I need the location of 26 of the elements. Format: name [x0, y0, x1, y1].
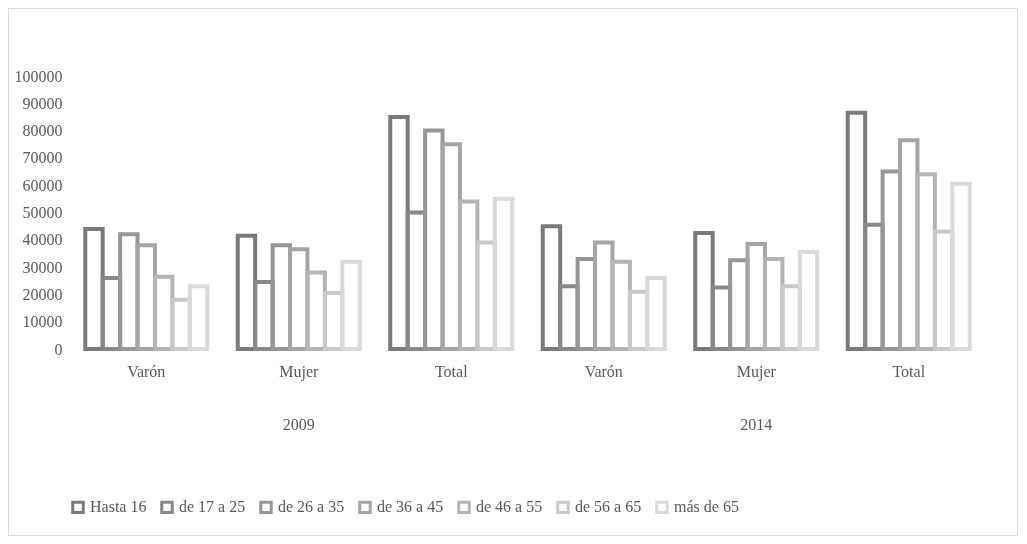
x-tick-label: Varón: [127, 362, 166, 380]
legend-label: de 36 a 45: [377, 498, 444, 516]
x-tick-label: Varón: [584, 362, 623, 380]
y-tick-label: 0: [54, 340, 63, 358]
legend-label: de 46 a 55: [476, 498, 543, 516]
y-tick-label: 100000: [14, 67, 63, 85]
legend-label: de 56 a 65: [575, 498, 642, 516]
text: 2014: [740, 416, 773, 433]
y-tick-label: 30000: [22, 258, 63, 276]
x-tick-label: Total: [892, 362, 926, 380]
y-tick-label: 80000: [22, 122, 63, 140]
y-tick-label: 10000: [22, 313, 63, 331]
legend-label: de 17 a 25: [179, 498, 246, 516]
legend-label: Hasta 16: [90, 498, 147, 516]
text: 2009: [282, 416, 315, 433]
y-tick-label: 20000: [22, 285, 63, 303]
y-tick-label: 60000: [22, 176, 63, 194]
x-tick-label: Mujer: [736, 362, 777, 381]
y-tick-label: 90000: [22, 94, 63, 112]
legend-label: más de 65: [674, 498, 739, 516]
legend-label: de 26 a 35: [278, 498, 345, 516]
x-tick-label: Mujer: [279, 362, 319, 381]
y-tick-label: 70000: [22, 149, 63, 167]
x-tick-label: Total: [434, 362, 469, 380]
y-tick-label: 50000: [22, 204, 63, 221]
y-tick-label: 40000: [22, 231, 63, 249]
